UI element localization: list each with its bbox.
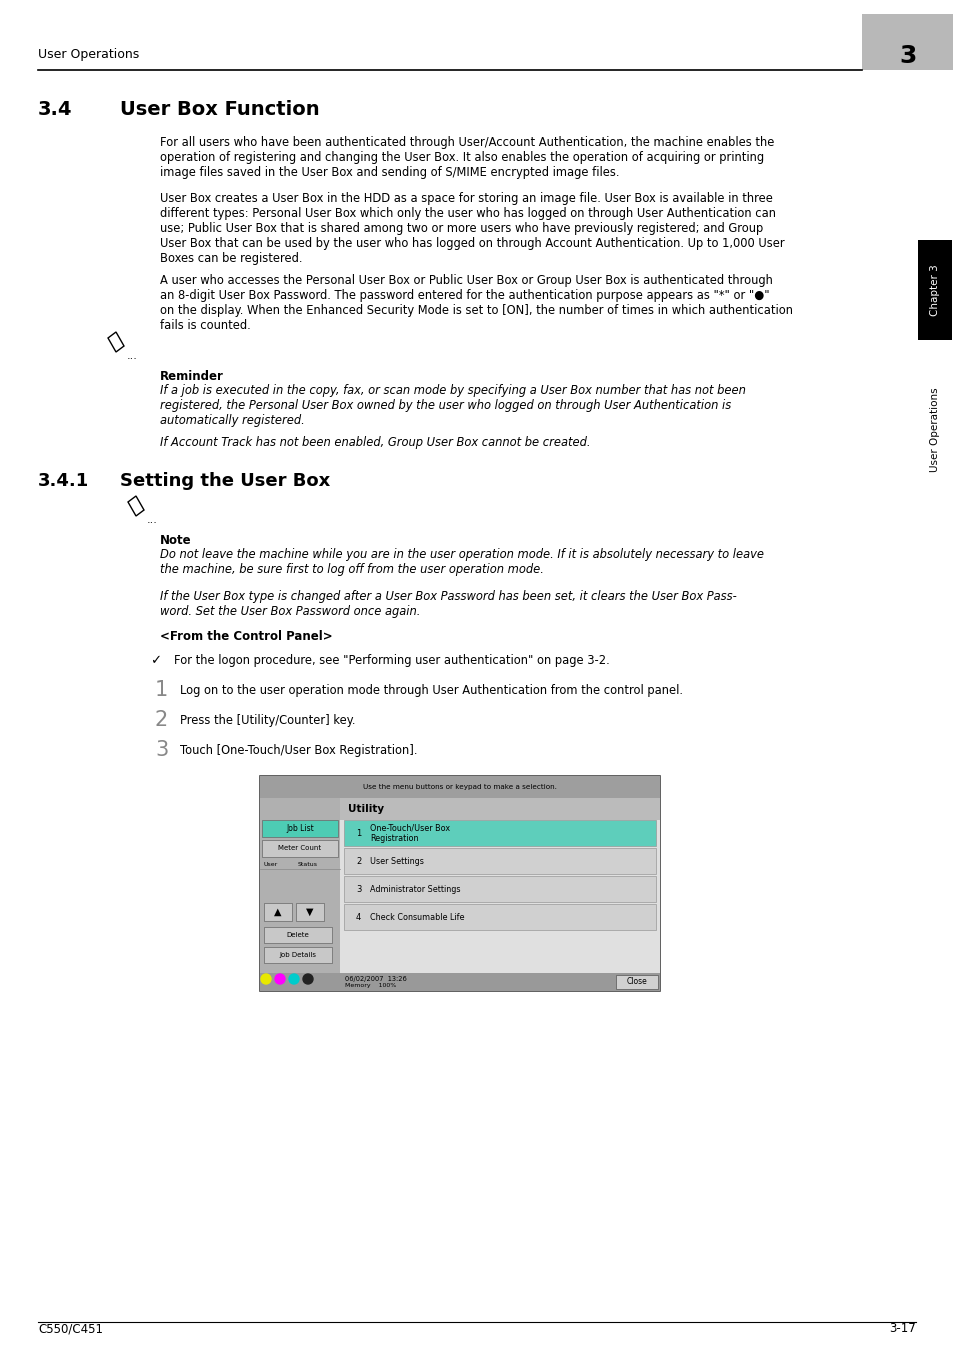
Text: Reminder: Reminder xyxy=(160,370,224,383)
Circle shape xyxy=(261,973,271,984)
Circle shape xyxy=(303,973,313,984)
Bar xyxy=(262,819,337,837)
Circle shape xyxy=(289,973,298,984)
Text: One-Touch/User Box
Registration: One-Touch/User Box Registration xyxy=(370,824,450,842)
Circle shape xyxy=(274,973,285,984)
Text: Meter Count: Meter Count xyxy=(278,845,321,852)
Bar xyxy=(339,798,659,991)
Bar xyxy=(264,927,332,944)
Text: ▲: ▲ xyxy=(274,907,281,917)
Bar xyxy=(917,240,951,340)
Text: Memory    100%: Memory 100% xyxy=(345,984,395,988)
Bar xyxy=(260,776,659,991)
Text: 3.4.1: 3.4.1 xyxy=(38,472,90,490)
Text: Setting the User Box: Setting the User Box xyxy=(120,472,330,490)
Text: Job Details: Job Details xyxy=(279,952,316,958)
Text: Close: Close xyxy=(626,977,647,987)
Bar xyxy=(262,840,337,857)
Text: User Settings: User Settings xyxy=(370,856,423,865)
Text: Note: Note xyxy=(160,535,192,547)
Text: ✓: ✓ xyxy=(150,653,161,667)
Text: Administrator Settings: Administrator Settings xyxy=(370,884,460,894)
Text: User Operations: User Operations xyxy=(38,49,139,61)
Text: Check Consumable Life: Check Consumable Life xyxy=(370,913,464,922)
Text: Touch [One-Touch/User Box Registration].: Touch [One-Touch/User Box Registration]. xyxy=(180,744,417,757)
Text: Job List: Job List xyxy=(286,824,314,833)
Text: 3-17: 3-17 xyxy=(888,1322,915,1335)
Text: Delete: Delete xyxy=(286,931,309,938)
Text: Status: Status xyxy=(297,863,317,867)
Text: ...: ... xyxy=(147,514,157,525)
Text: 4: 4 xyxy=(355,913,361,922)
Bar xyxy=(344,904,656,930)
Bar xyxy=(260,776,659,798)
Text: C550/C451: C550/C451 xyxy=(38,1322,103,1335)
Text: User: User xyxy=(264,863,278,867)
Text: <From the Control Panel>: <From the Control Panel> xyxy=(160,630,333,643)
Bar xyxy=(295,903,324,921)
Text: 1: 1 xyxy=(154,680,168,701)
Text: 3: 3 xyxy=(154,740,168,760)
Bar xyxy=(264,946,332,963)
Bar xyxy=(616,975,658,990)
Text: Chapter 3: Chapter 3 xyxy=(929,265,939,316)
Text: 2: 2 xyxy=(154,710,168,730)
Bar xyxy=(264,903,292,921)
Bar xyxy=(339,798,659,819)
Text: If Account Track has not been enabled, Group User Box cannot be created.: If Account Track has not been enabled, G… xyxy=(160,436,590,450)
Text: 3.4: 3.4 xyxy=(38,100,72,119)
Text: User Operations: User Operations xyxy=(929,387,939,472)
Text: Log on to the user operation mode through User Authentication from the control p: Log on to the user operation mode throug… xyxy=(180,684,682,697)
Text: Do not leave the machine while you are in the user operation mode. If it is abso: Do not leave the machine while you are i… xyxy=(160,548,763,576)
Text: User Box creates a User Box in the HDD as a space for storing an image file. Use: User Box creates a User Box in the HDD a… xyxy=(160,192,783,265)
Text: User Box Function: User Box Function xyxy=(120,100,319,119)
Text: ▼: ▼ xyxy=(306,907,314,917)
Bar xyxy=(344,876,656,902)
Text: Utility: Utility xyxy=(348,805,384,814)
Text: If a job is executed in the copy, fax, or scan mode by specifying a User Box num: If a job is executed in the copy, fax, o… xyxy=(160,383,745,427)
Text: Use the menu buttons or keypad to make a selection.: Use the menu buttons or keypad to make a… xyxy=(363,784,557,790)
Text: If the User Box type is changed after a User Box Password has been set, it clear: If the User Box type is changed after a … xyxy=(160,590,736,618)
Text: 3: 3 xyxy=(355,884,361,894)
Bar xyxy=(344,819,656,846)
Bar xyxy=(862,14,953,70)
Bar xyxy=(260,798,339,991)
Text: ...: ... xyxy=(127,351,138,360)
Text: For all users who have been authenticated through User/Account Authentication, t: For all users who have been authenticate… xyxy=(160,136,774,180)
Text: For the logon procedure, see "Performing user authentication" on page 3-2.: For the logon procedure, see "Performing… xyxy=(173,653,609,667)
Text: 3: 3 xyxy=(899,45,916,68)
Text: 1: 1 xyxy=(355,829,361,837)
Text: Press the [Utility/Counter] key.: Press the [Utility/Counter] key. xyxy=(180,714,355,728)
Text: A user who accesses the Personal User Box or Public User Box or Group User Box i: A user who accesses the Personal User Bo… xyxy=(160,274,792,332)
Bar xyxy=(260,973,659,991)
Text: 06/02/2007  13:26: 06/02/2007 13:26 xyxy=(345,976,406,981)
Bar xyxy=(344,848,656,873)
Text: 2: 2 xyxy=(355,856,361,865)
